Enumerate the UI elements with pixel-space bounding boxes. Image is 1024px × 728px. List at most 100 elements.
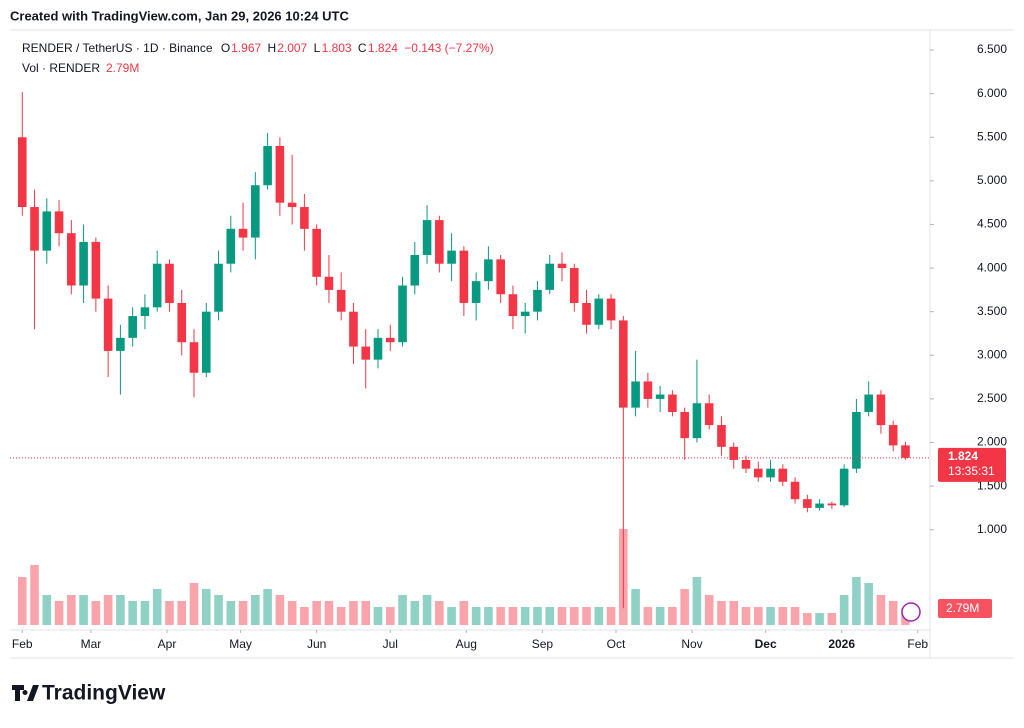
candle-body [619, 320, 628, 408]
volume-title: Vol · RENDER [22, 61, 100, 75]
volume-bar [189, 583, 199, 625]
x-tick-label: Mar [81, 637, 102, 651]
change: −0.143 (−7.27%) [404, 41, 493, 55]
volume-bar [545, 607, 555, 625]
created-note: Created with TradingView.com, Jan 29, 20… [10, 8, 349, 23]
volume-badge [938, 599, 992, 618]
candle-body [459, 250, 469, 303]
candle-body [189, 342, 199, 373]
candle-body [263, 145, 272, 186]
volume-bar [238, 601, 248, 625]
volume-bar [876, 595, 886, 625]
candle-body [373, 337, 383, 360]
volume-bar [410, 601, 420, 625]
volume-bar [753, 607, 763, 625]
y-tick-label: 3.000 [977, 347, 1007, 361]
volume-bar [226, 601, 236, 625]
x-tick-label: Aug [456, 637, 477, 651]
candle-body [643, 381, 653, 399]
candle-body [410, 255, 420, 286]
volume-bar [594, 607, 604, 625]
candle-body [790, 481, 800, 500]
y-tick-label: 6.000 [977, 86, 1007, 100]
y-tick-label: 4.500 [977, 217, 1007, 231]
volume-bar [704, 595, 714, 625]
candle-body [300, 207, 309, 229]
candle-body [54, 211, 64, 234]
volume-bar [471, 607, 481, 625]
candle-body [177, 302, 187, 343]
ohlc-key: O [221, 41, 230, 55]
candle-body [888, 425, 898, 446]
candle-body [17, 137, 27, 208]
price-badge-value: 1.824 [948, 449, 978, 463]
candle-body [361, 346, 371, 360]
volume-bar [852, 577, 861, 625]
volume-bar [140, 601, 150, 625]
volume-bar [312, 601, 321, 625]
volume-bar [864, 583, 873, 625]
y-tick-label: 2.500 [977, 391, 1007, 405]
candle-body [827, 503, 837, 506]
volume-bar [201, 589, 211, 625]
volume-bar [533, 607, 542, 625]
candle-body [766, 468, 775, 478]
volume-bar [17, 577, 27, 625]
candle-body [753, 468, 763, 478]
volume-bar [398, 595, 407, 625]
volume-bar [606, 607, 616, 625]
ohlc-key: L [314, 41, 321, 55]
symbol: RENDER / TetherUS · 1D · Binance [22, 41, 213, 55]
lightning-icon[interactable] [901, 602, 921, 622]
candle-body [336, 289, 346, 312]
volume-bar [42, 595, 52, 625]
volume-bar [569, 607, 579, 625]
x-tick-label: Dec [755, 637, 777, 651]
x-tick-label: Nov [681, 637, 702, 651]
candle-body [103, 298, 113, 351]
candle-body [165, 263, 174, 303]
volume-bar [778, 607, 788, 625]
candle-body [876, 394, 886, 426]
volume-bar [790, 607, 800, 625]
candle-body [692, 403, 702, 439]
candle-body [312, 228, 321, 277]
volume-bar [520, 607, 530, 625]
x-tick-label: May [229, 637, 252, 651]
x-tick-label: Sep [532, 637, 554, 651]
candle-body [91, 241, 101, 299]
candle-body [582, 302, 591, 325]
candle-body [422, 220, 432, 255]
volume-bar [803, 613, 812, 625]
volume-bar [827, 613, 837, 625]
svg-text:TradingView: TradingView [42, 682, 166, 705]
volume-bar [54, 601, 64, 625]
volume-bar [128, 601, 137, 625]
candle-body [214, 263, 223, 312]
y-tick-label: 5.000 [977, 173, 1007, 187]
legend: RENDER / TetherUS · 1D · Binance Vol · R… [22, 41, 494, 75]
candle-body [140, 307, 150, 317]
candle-body [852, 411, 861, 469]
candle-body [717, 425, 726, 447]
volume-bar [263, 589, 272, 625]
candle-body [30, 207, 39, 251]
y-tick-label: 4.000 [977, 260, 1007, 274]
volume-bar [91, 601, 101, 625]
volume-bar [655, 607, 665, 625]
candle-body [201, 311, 211, 373]
candle-body [226, 228, 236, 264]
y-tick-label: 5.500 [977, 129, 1007, 143]
candle-body [275, 145, 285, 203]
volume-bar [67, 595, 76, 625]
candle-body [704, 403, 714, 426]
volume-value: 2.79M [106, 61, 139, 75]
countdown: 13:35:31 [948, 464, 995, 478]
volume-bar [385, 607, 395, 625]
volume-bar [582, 607, 591, 625]
candle-body [484, 259, 493, 282]
volume-bar [336, 607, 346, 625]
